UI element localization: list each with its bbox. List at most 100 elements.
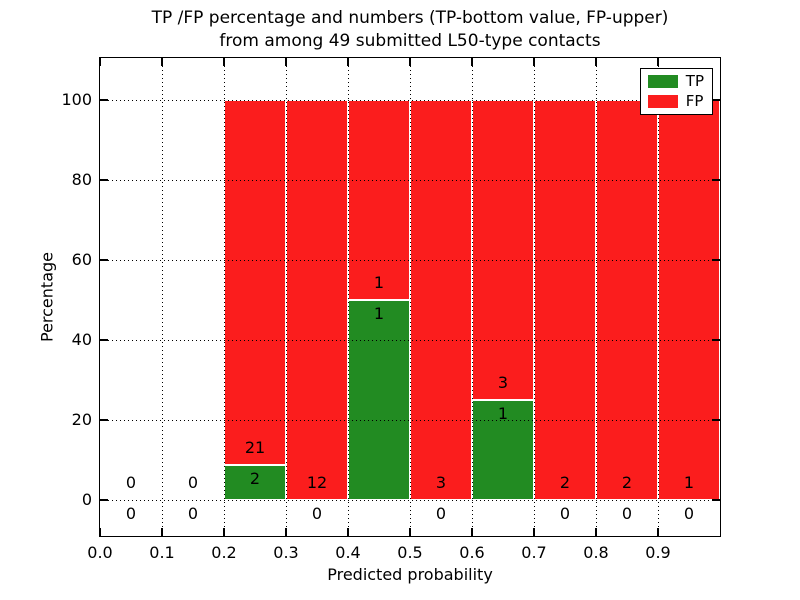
bar-fp-0.8 bbox=[596, 100, 658, 500]
x-tick-label-0.4: 0.4 bbox=[335, 543, 361, 562]
x-tick-bottom bbox=[409, 528, 411, 536]
x-tick-bottom bbox=[347, 528, 349, 536]
x-tick-bottom bbox=[471, 528, 473, 536]
fp-count-0.9: 1 bbox=[683, 473, 695, 492]
x-tick-label-0.6: 0.6 bbox=[459, 543, 485, 562]
tp-count-0.9: 0 bbox=[683, 504, 695, 523]
x-tick-label-0.0: 0.0 bbox=[87, 543, 113, 562]
fp-count-0.4: 1 bbox=[373, 273, 385, 292]
fp-count-0.1: 0 bbox=[187, 473, 199, 492]
legend-tp-swatch bbox=[647, 75, 678, 88]
y-tick-right bbox=[712, 419, 720, 421]
grid-layer bbox=[100, 58, 720, 536]
chart-title-line1: TP /FP percentage and numbers (TP-bottom… bbox=[151, 8, 669, 28]
bar-fp-0.2 bbox=[224, 100, 286, 466]
tp-count-0: 0 bbox=[125, 504, 137, 523]
y-tick-left bbox=[100, 419, 108, 421]
x-tick-top bbox=[99, 58, 101, 66]
gridline-y-100 bbox=[100, 99, 720, 101]
y-tick-left bbox=[100, 499, 108, 501]
x-tick-label-0.7: 0.7 bbox=[521, 543, 547, 562]
bar-fp-0.7 bbox=[534, 100, 596, 500]
gridline-x-0.5 bbox=[409, 58, 411, 536]
bar-fp-0.5 bbox=[410, 100, 472, 500]
gridline-x-0.6 bbox=[471, 58, 473, 536]
x-tick-bottom bbox=[285, 528, 287, 536]
chart-title: TP /FP percentage and numbers (TP-bottom… bbox=[100, 7, 720, 53]
y-tick-label-100: 100 bbox=[61, 90, 92, 109]
y-tick-right bbox=[712, 339, 720, 341]
gridline-y-0 bbox=[100, 499, 720, 501]
bar-fp-0.9 bbox=[658, 100, 720, 500]
x-tick-top bbox=[471, 58, 473, 66]
x-tick-label-0.8: 0.8 bbox=[583, 543, 609, 562]
x-tick-top bbox=[285, 58, 287, 66]
x-tick-bottom bbox=[595, 528, 597, 536]
x-tick-top bbox=[347, 58, 349, 66]
gridline-y-80 bbox=[100, 179, 720, 181]
x-tick-bottom bbox=[99, 528, 101, 536]
gridline-y-60 bbox=[100, 259, 720, 261]
y-tick-label-0: 0 bbox=[81, 490, 92, 509]
x-tick-bottom bbox=[657, 528, 659, 536]
x-tick-label-0.9: 0.9 bbox=[645, 543, 671, 562]
y-tick-label-60: 60 bbox=[71, 250, 92, 269]
fp-count-0.2: 21 bbox=[244, 438, 266, 458]
legend-tp-label: TP bbox=[685, 72, 704, 90]
tp-count-0.3: 0 bbox=[311, 504, 323, 523]
x-tick-bottom bbox=[161, 528, 163, 536]
legend-item-tp: TP bbox=[647, 72, 704, 90]
gridline-x-0.2 bbox=[223, 58, 225, 536]
tp-count-0.7: 0 bbox=[559, 504, 571, 523]
tp-count-0.4: 1 bbox=[373, 304, 385, 323]
tp-count-0.2: 2 bbox=[249, 469, 261, 489]
annotations-layer: 0 0 0 0 21 2 12 0 1 1 3 0 3 1 2 0 2 0 1 0 bbox=[100, 58, 720, 536]
gridline-x-0.9 bbox=[657, 58, 659, 536]
tp-count-0.5: 0 bbox=[435, 504, 447, 523]
x-tick-bottom bbox=[533, 528, 535, 536]
x-tick-top bbox=[533, 58, 535, 66]
gridline-x-0.3 bbox=[285, 58, 287, 536]
legend: TP FP bbox=[639, 68, 713, 115]
fp-count-0.3: 12 bbox=[306, 473, 328, 492]
legend-fp-label: FP bbox=[685, 92, 704, 110]
x-tick-top bbox=[223, 58, 225, 66]
x-tick-label-0.2: 0.2 bbox=[211, 543, 237, 562]
x-tick-label-0.5: 0.5 bbox=[397, 543, 423, 562]
tp-count-0.6: 1 bbox=[497, 404, 509, 423]
y-tick-label-40: 40 bbox=[71, 330, 92, 349]
fp-count-0.8: 2 bbox=[621, 473, 633, 492]
fp-count-0.5: 3 bbox=[435, 473, 447, 492]
x-tick-top bbox=[409, 58, 411, 66]
gridline-x-0.1 bbox=[161, 58, 163, 536]
legend-fp-swatch bbox=[647, 95, 678, 108]
y-tick-right bbox=[712, 99, 720, 101]
gridline-y-40 bbox=[100, 339, 720, 341]
y-tick-label-80: 80 bbox=[71, 170, 92, 189]
chart-title-line2: from among 49 submitted L50-type contact… bbox=[219, 31, 601, 51]
gridline-x-0.8 bbox=[595, 58, 597, 536]
x-tick-label-0.1: 0.1 bbox=[149, 543, 175, 562]
bar-fp-0.6 bbox=[472, 100, 534, 400]
bars-layer bbox=[100, 58, 720, 536]
x-tick-top bbox=[161, 58, 163, 66]
y-tick-right bbox=[712, 259, 720, 261]
x-tick-top bbox=[595, 58, 597, 66]
y-tick-label-20: 20 bbox=[71, 410, 92, 429]
y-tick-right bbox=[712, 499, 720, 501]
y-tick-right bbox=[712, 179, 720, 181]
legend-item-fp: FP bbox=[647, 92, 704, 110]
x-axis-label: Predicted probability bbox=[327, 565, 493, 584]
y-tick-left bbox=[100, 99, 108, 101]
gridline-x-0.4 bbox=[347, 58, 349, 536]
x-tick-label-0.3: 0.3 bbox=[273, 543, 299, 562]
fp-count-0: 0 bbox=[125, 473, 137, 492]
bar-tp-0.6 bbox=[472, 400, 534, 500]
y-tick-left bbox=[100, 259, 108, 261]
fp-count-0.7: 2 bbox=[559, 473, 571, 492]
x-tick-bottom bbox=[223, 528, 225, 536]
y-tick-left bbox=[100, 339, 108, 341]
gridline-x-0.7 bbox=[533, 58, 535, 536]
x-tick-top bbox=[657, 58, 659, 66]
